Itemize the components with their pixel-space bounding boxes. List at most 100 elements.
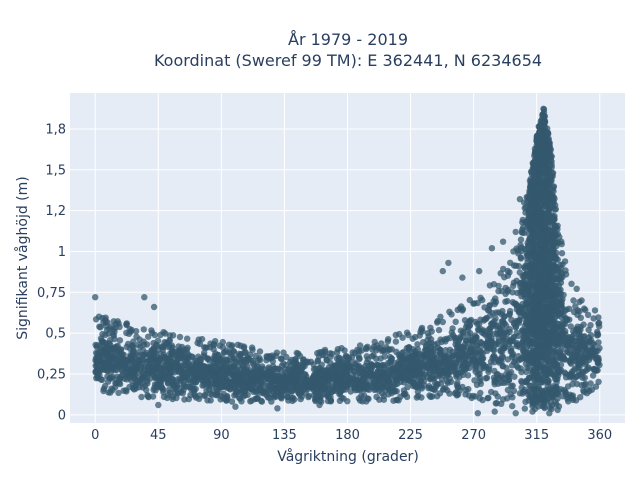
data-point [580, 333, 587, 340]
data-point [541, 271, 549, 278]
data-point [541, 365, 548, 372]
y-tick-label: 1,2 [45, 204, 66, 219]
data-point [95, 358, 103, 365]
data-point [473, 342, 480, 349]
data-point [435, 326, 443, 334]
data-point [92, 341, 99, 349]
data-point [415, 359, 422, 366]
data-point [416, 365, 423, 372]
data-point [377, 369, 384, 377]
data-point [452, 358, 459, 366]
data-point [509, 351, 516, 359]
data-point [379, 390, 386, 397]
data-point [117, 346, 125, 353]
data-point [513, 329, 520, 336]
data-point [510, 262, 518, 269]
data-point [204, 397, 211, 404]
data-point [539, 136, 546, 144]
data-point [493, 400, 500, 407]
data-point [355, 366, 363, 373]
y-tick-label: 1,5 [45, 163, 66, 178]
data-point [335, 354, 343, 361]
data-point [479, 296, 486, 304]
tick-labels: 0 45 90 135 180 225 270 315 36000,250,50,7511,21… [37, 122, 612, 443]
data-point [244, 362, 251, 370]
data-point [411, 352, 418, 359]
data-point [520, 224, 527, 231]
data-point [540, 142, 548, 149]
data-point [492, 298, 500, 306]
data-point [479, 396, 486, 404]
data-point [322, 384, 329, 392]
data-point [326, 350, 334, 357]
data-point [292, 382, 299, 389]
data-point [182, 361, 189, 369]
x-tick-label: 315 [524, 428, 549, 443]
data-point [555, 320, 562, 328]
data-point [105, 360, 113, 367]
data-point [495, 282, 502, 290]
data-point [328, 382, 335, 389]
data-point [482, 375, 490, 382]
data-point [462, 366, 469, 373]
data-point [552, 398, 559, 406]
data-point [284, 380, 291, 387]
data-point [340, 386, 347, 393]
x-tick-label: 90 [213, 428, 230, 443]
data-point [421, 382, 428, 389]
data-point [98, 339, 105, 347]
data-point [594, 360, 602, 367]
data-point [530, 183, 538, 190]
data-point [488, 245, 496, 252]
data-point [439, 267, 446, 275]
data-point [248, 344, 256, 351]
data-point [237, 342, 244, 349]
data-point [126, 374, 133, 381]
x-tick-label: 45 [150, 428, 167, 443]
data-point [539, 120, 546, 128]
data-point [574, 346, 582, 353]
data-point [454, 306, 461, 314]
data-point [341, 374, 349, 381]
data-point [577, 326, 584, 334]
data-point [525, 230, 533, 238]
data-point [242, 349, 249, 356]
data-point [112, 380, 119, 387]
data-point [355, 355, 363, 362]
data-point [232, 403, 239, 410]
data-point [496, 330, 504, 337]
data-point [178, 384, 185, 391]
data-point [455, 391, 462, 398]
data-point [564, 348, 572, 355]
data-point [513, 339, 520, 347]
data-point [517, 356, 524, 363]
data-point [527, 190, 535, 198]
data-point [544, 352, 552, 359]
data-point [442, 384, 449, 392]
data-point [238, 371, 245, 379]
data-point [269, 358, 277, 365]
data-point [549, 262, 557, 269]
data-point [206, 381, 213, 389]
data-point [390, 397, 397, 404]
data-point [223, 379, 230, 386]
data-point [380, 364, 387, 371]
data-point [210, 341, 218, 348]
data-point [500, 344, 507, 351]
data-point [213, 392, 221, 399]
data-point [387, 372, 395, 379]
data-point [514, 247, 521, 254]
data-point [410, 366, 418, 374]
data-point [194, 370, 201, 377]
data-point [201, 344, 208, 351]
data-point [522, 378, 529, 386]
data-point [522, 398, 529, 405]
data-point [469, 337, 476, 344]
data-point [581, 374, 588, 382]
data-point [373, 393, 380, 400]
data-point [185, 376, 192, 383]
data-point [143, 386, 150, 394]
data-point [345, 381, 353, 389]
data-point [545, 377, 552, 384]
data-point [553, 330, 561, 337]
